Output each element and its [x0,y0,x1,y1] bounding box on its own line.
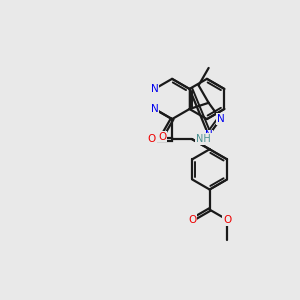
Text: N: N [205,130,212,140]
Text: O: O [223,215,231,225]
Text: N: N [151,84,158,94]
Text: O: O [158,131,166,142]
Text: O: O [148,134,156,144]
Text: NH: NH [196,134,211,144]
Text: N: N [217,114,224,124]
Text: N: N [151,104,158,114]
Text: O: O [188,215,196,225]
